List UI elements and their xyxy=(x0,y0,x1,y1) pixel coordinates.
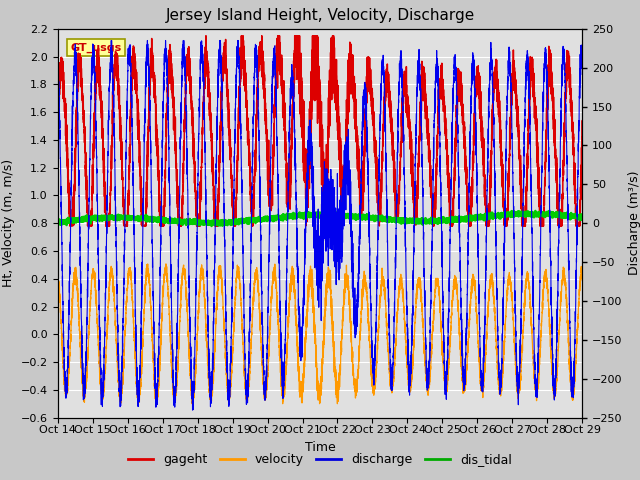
X-axis label: Time: Time xyxy=(305,441,335,454)
Legend: gageht, velocity, discharge, dis_tidal: gageht, velocity, discharge, dis_tidal xyxy=(123,448,517,471)
Y-axis label: Discharge (m³/s): Discharge (m³/s) xyxy=(628,171,640,276)
Text: GT_usgs: GT_usgs xyxy=(70,42,122,53)
Y-axis label: Ht, Velocity (m, m/s): Ht, Velocity (m, m/s) xyxy=(2,159,15,287)
Title: Jersey Island Height, Velocity, Discharge: Jersey Island Height, Velocity, Discharg… xyxy=(165,9,475,24)
